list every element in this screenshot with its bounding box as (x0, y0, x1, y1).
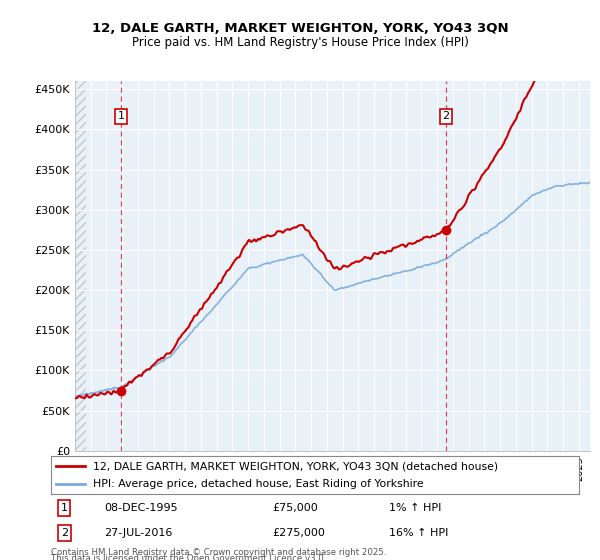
Text: £275,000: £275,000 (273, 528, 326, 538)
Text: 2: 2 (442, 111, 449, 122)
Text: 1: 1 (61, 503, 68, 513)
Text: 1: 1 (118, 111, 124, 122)
Text: 2: 2 (61, 528, 68, 538)
Text: 16% ↑ HPI: 16% ↑ HPI (389, 528, 448, 538)
Text: 12, DALE GARTH, MARKET WEIGHTON, YORK, YO43 3QN: 12, DALE GARTH, MARKET WEIGHTON, YORK, Y… (92, 22, 508, 35)
Text: 08-DEC-1995: 08-DEC-1995 (104, 503, 178, 513)
Text: £75,000: £75,000 (273, 503, 319, 513)
Text: HPI: Average price, detached house, East Riding of Yorkshire: HPI: Average price, detached house, East… (93, 479, 424, 489)
Text: 12, DALE GARTH, MARKET WEIGHTON, YORK, YO43 3QN (detached house): 12, DALE GARTH, MARKET WEIGHTON, YORK, Y… (93, 461, 499, 471)
Bar (75, 81, 86, 451)
Text: 27-JUL-2016: 27-JUL-2016 (104, 528, 172, 538)
Text: 1% ↑ HPI: 1% ↑ HPI (389, 503, 441, 513)
Text: This data is licensed under the Open Government Licence v3.0.: This data is licensed under the Open Gov… (51, 554, 326, 560)
Text: Contains HM Land Registry data © Crown copyright and database right 2025.: Contains HM Land Registry data © Crown c… (51, 548, 386, 557)
Text: Price paid vs. HM Land Registry's House Price Index (HPI): Price paid vs. HM Land Registry's House … (131, 36, 469, 49)
